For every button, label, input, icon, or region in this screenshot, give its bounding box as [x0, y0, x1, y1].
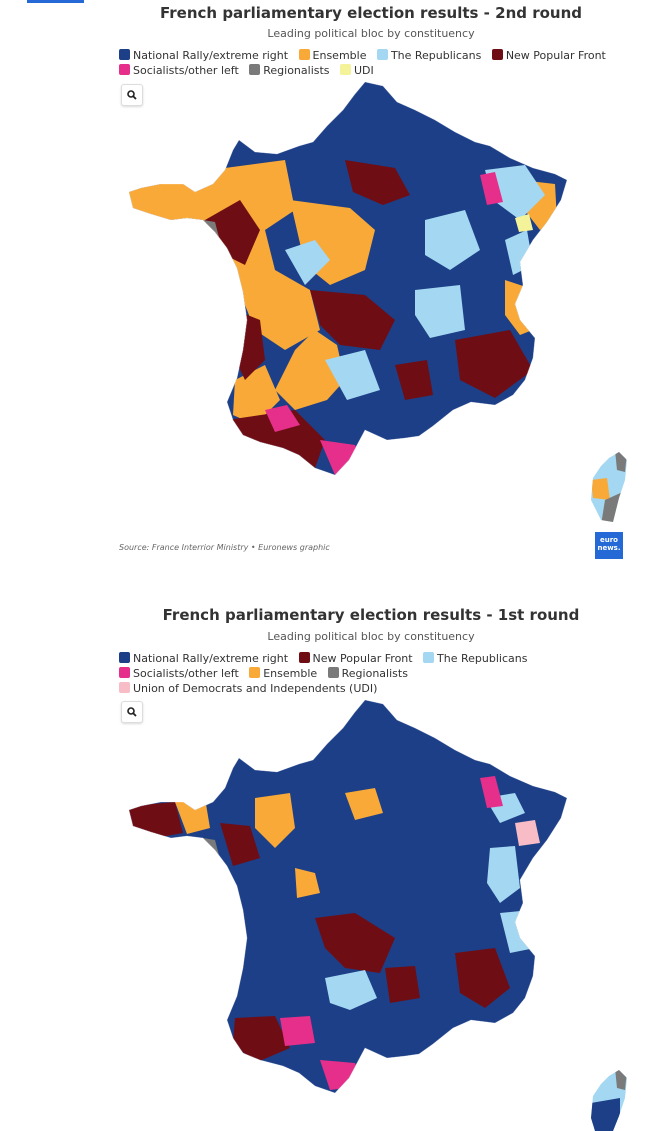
- legend-label: National Rally/extreme right: [133, 49, 289, 62]
- logo-text-2: news.: [597, 544, 621, 552]
- legend-swatch: [119, 652, 130, 663]
- legend-label: Regionalists: [341, 667, 408, 680]
- region-socialists-meuse: [480, 172, 503, 205]
- legend-swatch: [249, 64, 261, 75]
- zoom-button[interactable]: [121, 701, 143, 723]
- legend-item-socialists[interactable]: Socialists/other left: [119, 666, 239, 681]
- region-republicans-auvergne: [325, 970, 377, 1010]
- region-socialists-meuse: [480, 776, 503, 808]
- legend-swatch: [119, 667, 130, 678]
- region-ensemble-paris: [345, 788, 383, 820]
- legend-label: The Republicans: [390, 49, 482, 62]
- region-ensemble-west: [129, 160, 320, 350]
- round1-title: French parliamentary election results - …: [162, 606, 580, 624]
- round1-choropleth-map[interactable]: [115, 698, 635, 1131]
- region-npf-limousin: [310, 290, 395, 350]
- legend-item-udi[interactable]: Union of Democrats and Independents (UDI…: [119, 681, 377, 696]
- legend-swatch: [376, 49, 388, 60]
- legend-label: Socialists/other left: [133, 667, 239, 680]
- legend-label: Regionalists: [263, 64, 330, 77]
- region-npf-limousin: [315, 913, 395, 973]
- legend-item-socialists[interactable]: Socialists/other left: [119, 63, 239, 78]
- logo-text-1: euro: [600, 536, 618, 544]
- region-ensemble-pays-loire: [255, 793, 295, 848]
- region-npf-drome: [455, 948, 510, 1008]
- legend-item-regionalists[interactable]: Regionalists: [327, 666, 408, 681]
- region-npf-nantes: [220, 823, 260, 866]
- corsica-national-rally: [591, 1098, 620, 1131]
- legend-item-republicans[interactable]: The Republicans: [376, 48, 482, 63]
- round1-legend-row: Union of Democrats and Independents (UDI…: [119, 679, 599, 696]
- round1-subtitle: Leading political bloc by constituency: [267, 630, 475, 643]
- legend-swatch: [327, 667, 339, 678]
- legend-swatch: [423, 652, 435, 663]
- region-socialists-gers: [280, 1016, 315, 1046]
- region-npf-cantal: [385, 966, 420, 1003]
- region-npf-paris: [345, 160, 410, 205]
- round2-legend-row: Socialists/other left Regionalists UDI: [119, 61, 599, 78]
- region-udi-vosges: [515, 214, 533, 232]
- round1-legend: National Rally/extreme right New Popular…: [119, 649, 599, 696]
- round2-subtitle: Leading political bloc by constituency: [267, 27, 475, 40]
- round2-legend-row: National Rally/extreme right Ensemble Th…: [119, 46, 606, 63]
- metropolitan-france: [129, 82, 567, 475]
- region-republicans-burgundy: [425, 210, 480, 270]
- legend-item-ensemble[interactable]: Ensemble: [298, 48, 367, 63]
- legend-swatch: [119, 64, 130, 75]
- legend-swatch: [339, 64, 351, 75]
- round1-legend-row: Socialists/other left Ensemble Regionali…: [119, 664, 599, 681]
- legend-label: The Republicans: [437, 652, 528, 665]
- legend-swatch: [119, 49, 130, 60]
- corsica-round1: [591, 1070, 627, 1131]
- legend-item-new-popular-front[interactable]: New Popular Front: [298, 651, 413, 666]
- round2-source: Source: France Interrior Ministry • Euro…: [119, 543, 330, 552]
- corsica-ensemble: [591, 478, 610, 500]
- legend-label: Union of Democrats and Independents (UDI…: [133, 682, 378, 695]
- region-republicans-auvergne: [325, 350, 380, 400]
- region-npf-southeast: [455, 330, 533, 398]
- round2-choropleth-map[interactable]: [115, 80, 635, 550]
- round1-map-panel: French parliamentary election results - …: [0, 600, 656, 1131]
- legend-item-udi[interactable]: UDI: [339, 63, 374, 78]
- legend-label: New Popular Front: [505, 49, 606, 62]
- metropolitan-france: [129, 700, 567, 1093]
- legend-item-new-popular-front[interactable]: New Popular Front: [491, 48, 606, 63]
- region-socialists-gers: [265, 405, 300, 432]
- legend-swatch: [249, 667, 261, 678]
- region-republicans-east: [485, 165, 545, 220]
- round2-legend: National Rally/extreme right Ensemble Th…: [119, 46, 606, 78]
- region-ensemble-loire: [295, 868, 320, 898]
- region-npf-midi: [395, 360, 433, 400]
- legend-label: New Popular Front: [312, 652, 413, 665]
- region-republicans-jura: [487, 846, 520, 903]
- legend-swatch: [491, 49, 503, 60]
- round1-legend-row: National Rally/extreme right New Popular…: [119, 649, 599, 666]
- legend-item-regionalists[interactable]: Regionalists: [249, 63, 330, 78]
- corsica-round2: [591, 452, 627, 522]
- legend-label: UDI: [353, 64, 374, 77]
- region-ensemble-southwest: [275, 330, 345, 410]
- region-republicans-rhone: [415, 285, 465, 338]
- legend-item-ensemble[interactable]: Ensemble: [249, 666, 317, 681]
- legend-label: Socialists/other left: [133, 64, 239, 77]
- region-republicans-loire: [285, 240, 330, 285]
- legend-item-republicans[interactable]: The Republicans: [423, 651, 527, 666]
- legend-item-national-rally[interactable]: National Rally/extreme right: [119, 48, 288, 63]
- round2-map-panel: French parliamentary election results - …: [115, 4, 635, 559]
- legend-swatch: [298, 49, 310, 60]
- region-national-rally-base: [129, 700, 567, 1093]
- legend-label: National Rally/extreme right: [133, 652, 289, 665]
- legend-label: Ensemble: [263, 667, 318, 680]
- top-accent-bar: [27, 0, 84, 3]
- region-udi-vosges: [515, 820, 540, 846]
- legend-label: Ensemble: [312, 49, 367, 62]
- region-npf-pyrenees: [233, 1016, 290, 1063]
- legend-swatch: [119, 682, 130, 693]
- zoom-button[interactable]: [121, 84, 143, 106]
- euronews-logo[interactable]: euro news.: [595, 532, 623, 559]
- legend-swatch: [298, 652, 310, 663]
- region-npf-pyrenees: [227, 410, 325, 468]
- legend-item-national-rally[interactable]: National Rally/extreme right: [119, 651, 288, 666]
- round2-title: French parliamentary election results - …: [159, 4, 583, 22]
